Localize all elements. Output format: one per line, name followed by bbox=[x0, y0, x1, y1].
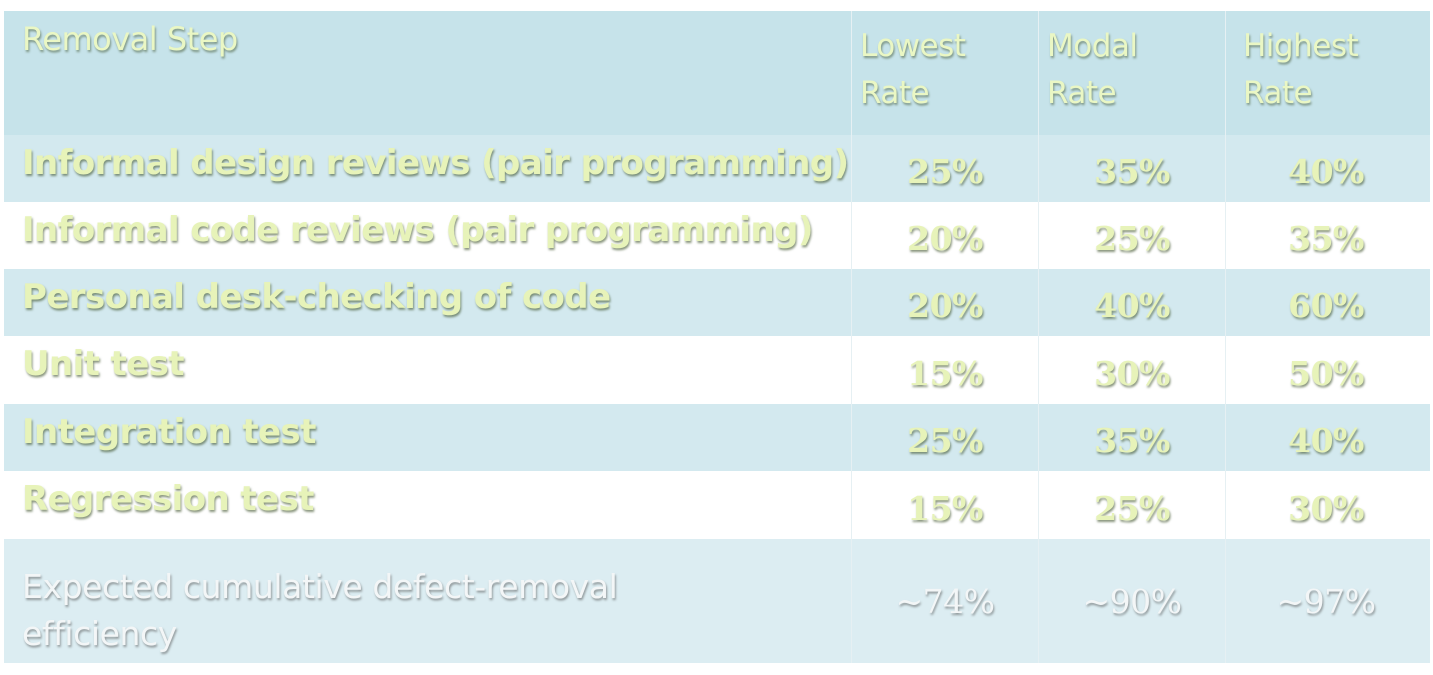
table-total-row: Expected cumulative defect-removal effic… bbox=[4, 539, 1430, 663]
modal-cell: 25% bbox=[1039, 471, 1226, 539]
header-modal-line1: Modal bbox=[1047, 28, 1138, 64]
highest-cell: 60% bbox=[1226, 269, 1426, 336]
step-cell: Unit test bbox=[4, 336, 852, 404]
total-modal-value: ~90% bbox=[1082, 581, 1183, 621]
lowest-cell: 15% bbox=[852, 336, 1039, 404]
lowest-cell: 20% bbox=[852, 269, 1039, 336]
defect-removal-table: Removal Step Lowest Rate Modal Rate High… bbox=[4, 11, 1430, 663]
modal-cell: 25% bbox=[1039, 202, 1226, 269]
modal-value: 35% bbox=[1094, 152, 1170, 191]
total-modal-cell: ~90% bbox=[1039, 539, 1226, 663]
step-cell: Informal code reviews (pair programming) bbox=[4, 202, 852, 269]
highest-cell: 35% bbox=[1226, 202, 1426, 269]
highest-value: 40% bbox=[1288, 421, 1364, 460]
header-highest-rate: Highest Rate bbox=[1226, 11, 1426, 135]
highest-cell: 40% bbox=[1226, 135, 1426, 202]
table-row: Personal desk-checking of code 20% 40% 6… bbox=[4, 269, 1430, 336]
total-highest-value: ~97% bbox=[1276, 581, 1377, 621]
highest-cell: 30% bbox=[1226, 471, 1426, 539]
lowest-cell: 25% bbox=[852, 135, 1039, 202]
total-step-line1: Expected cumulative defect-removal bbox=[22, 567, 618, 606]
lowest-value: 20% bbox=[907, 286, 983, 325]
step-cell: Personal desk-checking of code bbox=[4, 269, 852, 336]
modal-value: 30% bbox=[1094, 353, 1170, 393]
lowest-value: 25% bbox=[907, 152, 983, 191]
table-row: Unit test 15% 30% 50% bbox=[4, 336, 1430, 404]
lowest-value: 20% bbox=[907, 219, 983, 258]
table-row: Regression test 15% 25% 30% bbox=[4, 471, 1430, 539]
total-step-line2: efficiency bbox=[22, 614, 177, 653]
lowest-cell: 25% bbox=[852, 404, 1039, 471]
modal-cell: 35% bbox=[1039, 404, 1226, 471]
step-label: Personal desk-checking of code bbox=[22, 277, 611, 317]
modal-value: 35% bbox=[1094, 421, 1170, 460]
highest-cell: 50% bbox=[1226, 336, 1426, 404]
lowest-cell: 15% bbox=[852, 471, 1039, 539]
total-step-cell: Expected cumulative defect-removal effic… bbox=[4, 539, 852, 663]
modal-cell: 40% bbox=[1039, 269, 1226, 336]
header-removal-step: Removal Step bbox=[4, 11, 852, 135]
header-highest-line1: Highest bbox=[1243, 28, 1359, 64]
step-label: Integration test bbox=[22, 412, 316, 452]
table-row: Informal design reviews (pair programmin… bbox=[4, 135, 1430, 202]
table-row: Informal code reviews (pair programming)… bbox=[4, 202, 1430, 269]
highest-value: 40% bbox=[1288, 152, 1364, 191]
header-modal-line2: Rate bbox=[1047, 75, 1117, 111]
table-header-row: Removal Step Lowest Rate Modal Rate High… bbox=[4, 11, 1430, 135]
lowest-value: 25% bbox=[907, 421, 983, 460]
step-label: Unit test bbox=[22, 344, 185, 384]
total-lowest-value: ~74% bbox=[895, 581, 996, 621]
modal-value: 40% bbox=[1094, 286, 1170, 325]
highest-cell: 40% bbox=[1226, 404, 1426, 471]
total-highest-cell: ~97% bbox=[1226, 539, 1426, 663]
highest-value: 60% bbox=[1288, 286, 1364, 325]
modal-value: 25% bbox=[1094, 488, 1170, 528]
step-label: Informal code reviews (pair programming) bbox=[22, 210, 813, 250]
table-row: Integration test 25% 35% 40% bbox=[4, 404, 1430, 471]
total-lowest-cell: ~74% bbox=[852, 539, 1039, 663]
highest-value: 50% bbox=[1288, 353, 1364, 393]
lowest-value: 15% bbox=[907, 353, 983, 393]
modal-cell: 35% bbox=[1039, 135, 1226, 202]
step-label: Regression test bbox=[22, 479, 314, 519]
step-cell: Integration test bbox=[4, 404, 852, 471]
header-modal-rate: Modal Rate bbox=[1039, 11, 1226, 135]
modal-value: 25% bbox=[1094, 219, 1170, 258]
step-cell: Informal design reviews (pair programmin… bbox=[4, 135, 852, 202]
lowest-value: 15% bbox=[907, 488, 983, 528]
header-lowest-line2: Rate bbox=[860, 75, 930, 111]
lowest-cell: 20% bbox=[852, 202, 1039, 269]
header-lowest-line1: Lowest bbox=[860, 28, 966, 64]
highest-value: 35% bbox=[1288, 219, 1364, 258]
header-highest-line2: Rate bbox=[1243, 75, 1313, 111]
step-cell: Regression test bbox=[4, 471, 852, 539]
header-removal-step-label: Removal Step bbox=[22, 20, 238, 58]
highest-value: 30% bbox=[1288, 488, 1364, 528]
step-label: Informal design reviews (pair programmin… bbox=[22, 143, 849, 183]
modal-cell: 30% bbox=[1039, 336, 1226, 404]
header-lowest-rate: Lowest Rate bbox=[852, 11, 1039, 135]
